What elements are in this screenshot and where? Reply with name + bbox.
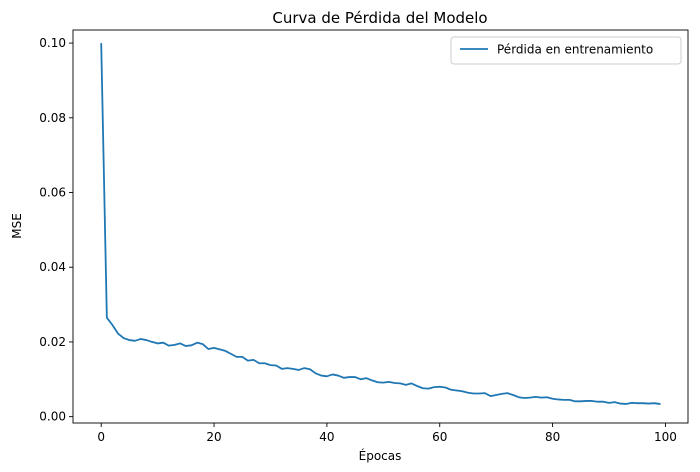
plot-frame [72, 29, 689, 424]
x-axis-ticks: 0 20 40 60 80 100 [97, 423, 677, 444]
x-tick-label: 80 [545, 430, 560, 444]
x-tick-label: 60 [432, 430, 447, 444]
x-axis-label: Épocas [359, 448, 402, 463]
x-tick-label: 100 [654, 430, 677, 444]
legend: Pérdida en entrenamiento [450, 36, 682, 65]
legend-box [450, 36, 682, 65]
x-tick-label: 0 [97, 430, 105, 444]
y-tick-label: 0.06 [39, 186, 66, 200]
legend-label-training-loss: Pérdida en entrenamiento [497, 43, 653, 57]
x-tick-label: 20 [206, 430, 221, 444]
y-tick-label: 0.08 [39, 111, 66, 125]
y-tick-label: 0.10 [39, 36, 66, 50]
y-axis-label: MSE [10, 213, 24, 239]
y-tick-label: 0.02 [39, 335, 66, 349]
chart-title: Curva de Pérdida del Modelo [272, 9, 487, 27]
x-tick-label: 40 [319, 430, 334, 444]
y-tick-label: 0.04 [39, 260, 66, 274]
y-axis-ticks: 0.00 0.02 0.04 0.06 0.08 0.10 [39, 36, 73, 424]
series-line-training-loss [100, 42, 661, 405]
y-tick-label: 0.00 [39, 410, 66, 424]
